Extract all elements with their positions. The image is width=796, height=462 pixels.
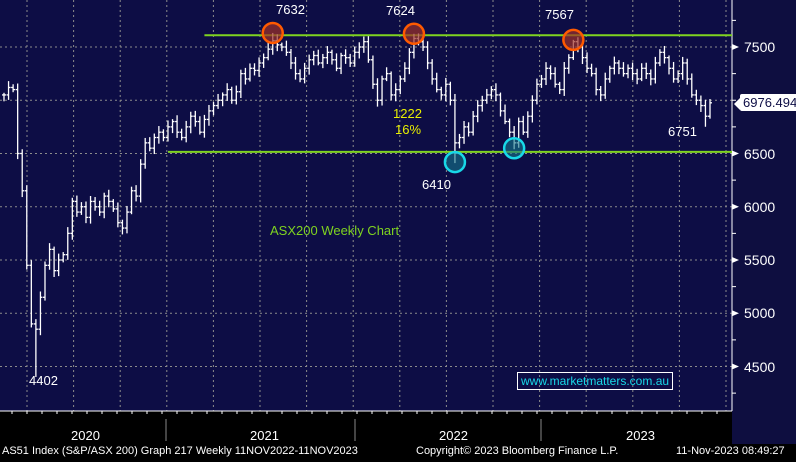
y-tick-label: 6500	[744, 146, 776, 162]
peak-marker-circle	[402, 22, 426, 46]
status-security: AS51 Index (S&P/ASX 200) Graph 217 Weekl…	[2, 445, 358, 457]
y-tick-marker	[732, 363, 739, 370]
peak-label: 7632	[276, 2, 305, 17]
y-tick-marker	[732, 150, 739, 157]
drop-percent-label: 16%	[395, 122, 422, 137]
y-tick-marker	[732, 257, 739, 263]
x-year-label: 2021	[250, 428, 279, 443]
watermark-link: www.marketmatters.com.au	[517, 372, 674, 390]
peak-marker-circle	[562, 28, 585, 52]
drop-points-label: 1222	[393, 106, 422, 121]
trough-label: 6410	[422, 177, 451, 192]
trough-marker-circle	[502, 136, 526, 160]
x-year-label: 2022	[439, 428, 468, 443]
y-tick-label: 5000	[744, 305, 776, 321]
plot-background	[0, 0, 732, 411]
y-tick-label: 6000	[744, 199, 776, 215]
last-price-tag: 6976.494	[733, 94, 796, 111]
x-axis-background	[0, 411, 732, 444]
peak-label: 7567	[545, 7, 574, 22]
status-timestamp: 11-Nov-2023 08:49:27	[676, 445, 785, 457]
y-tick-marker	[732, 44, 739, 50]
y-tick-label: 4500	[744, 359, 776, 375]
y-tick-marker	[732, 310, 739, 317]
y-tick-marker	[732, 203, 739, 210]
trough-marker-circle	[443, 150, 467, 174]
low-label: 6751	[668, 124, 697, 139]
peak-label: 7624	[386, 3, 415, 18]
y-tick-label: 5500	[744, 252, 776, 268]
peak-marker-circle	[261, 21, 284, 45]
x-year-label: 2020	[71, 428, 100, 443]
y-tick-label: 7500	[744, 39, 776, 55]
axis-background	[732, 0, 796, 444]
status-copyright: Copyright© 2023 Bloomberg Finance L.P.	[416, 445, 619, 457]
chart-title: ASX200 Weekly Chart	[270, 223, 400, 238]
low-label: 4402	[29, 373, 58, 388]
x-year-label: 2023	[626, 428, 655, 443]
